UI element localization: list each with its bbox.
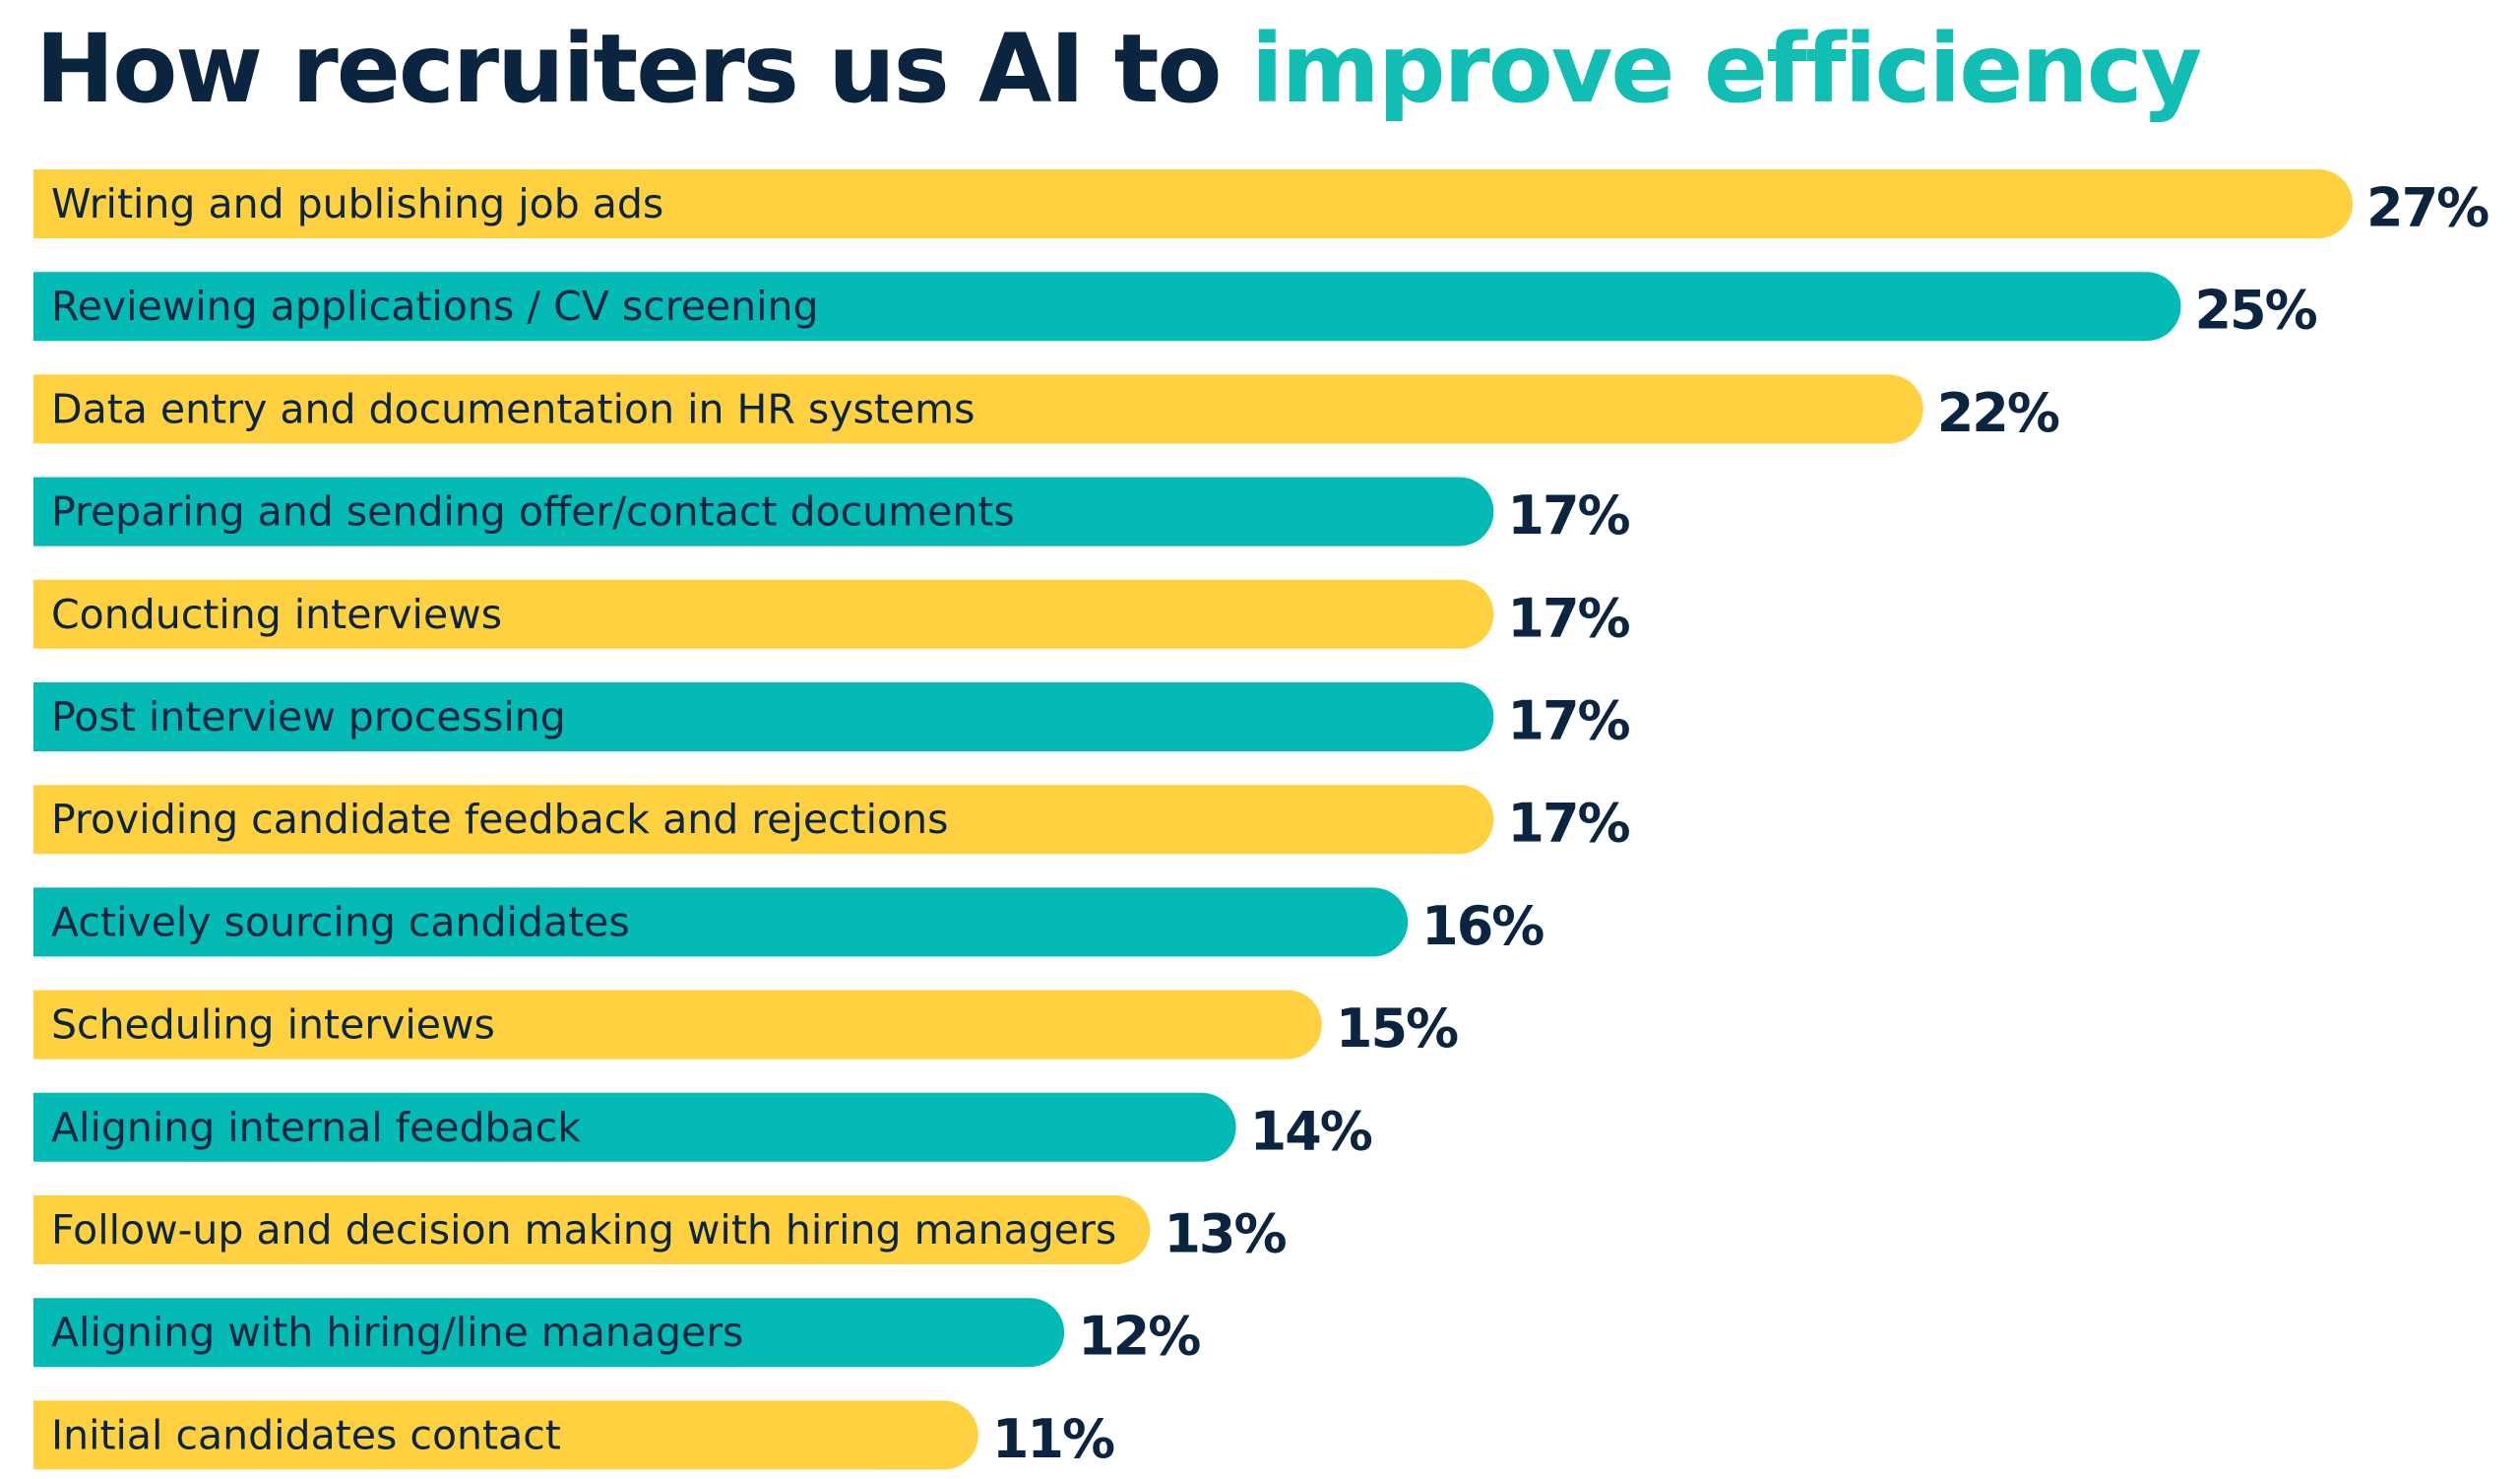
bar-label-8: Actively sourcing candidates — [51, 898, 630, 945]
bar-8 — [33, 887, 1409, 957]
value-label-6: 17% — [1507, 690, 1629, 752]
value-label-8: 16% — [1421, 895, 1544, 957]
chart-title-accent: improve efficiency — [1250, 14, 2202, 124]
bar-3 — [33, 374, 1923, 444]
bar-label-13: Initial candidates contact — [51, 1411, 561, 1458]
value-label-1: 27% — [2366, 177, 2488, 239]
bar-label-7: Providing candidate feedback and rejecti… — [51, 796, 949, 843]
bar-2 — [33, 272, 2181, 342]
bar-label-12: Aligning with hiring/line managers — [51, 1309, 743, 1356]
bar-label-6: Post interview processing — [51, 693, 566, 740]
value-label-11: 13% — [1164, 1203, 1286, 1265]
bar-5 — [33, 579, 1494, 649]
bar-6 — [33, 682, 1494, 751]
value-label-9: 15% — [1336, 997, 1458, 1060]
bar-10 — [33, 1092, 1236, 1162]
bar-11 — [33, 1195, 1151, 1264]
value-label-4: 17% — [1507, 484, 1629, 547]
bar-label-3: Data entry and documentation in HR syste… — [51, 385, 975, 432]
bar-label-9: Scheduling interviews — [51, 1001, 495, 1049]
bar-1 — [33, 169, 2353, 238]
value-label-13: 11% — [992, 1408, 1114, 1470]
value-label-12: 12% — [1078, 1306, 1200, 1368]
bar-9 — [33, 990, 1322, 1060]
value-label-7: 17% — [1507, 793, 1629, 855]
bar-7 — [33, 785, 1494, 855]
chart-title: How recruiters us AI to improve efficien… — [35, 10, 2202, 128]
value-label-3: 22% — [1937, 382, 2059, 444]
value-label-5: 17% — [1507, 587, 1629, 649]
chart-title-main: How recruiters us AI to — [35, 14, 1251, 124]
bar-13 — [33, 1400, 978, 1470]
bar-label-2: Reviewing applications / CV screening — [51, 283, 819, 330]
bar-label-1: Writing and publishing job ads — [51, 180, 663, 227]
value-label-2: 25% — [2194, 280, 2316, 342]
bar-12 — [33, 1298, 1065, 1368]
value-label-10: 14% — [1250, 1100, 1372, 1162]
bar-label-5: Conducting interviews — [51, 591, 502, 638]
bar-label-11: Follow-up and decision making with hirin… — [51, 1206, 1116, 1254]
bar-label-10: Aligning internal feedback — [51, 1104, 581, 1151]
bar-label-4: Preparing and sending offer/contact docu… — [51, 488, 1015, 536]
bar-4 — [33, 477, 1494, 547]
